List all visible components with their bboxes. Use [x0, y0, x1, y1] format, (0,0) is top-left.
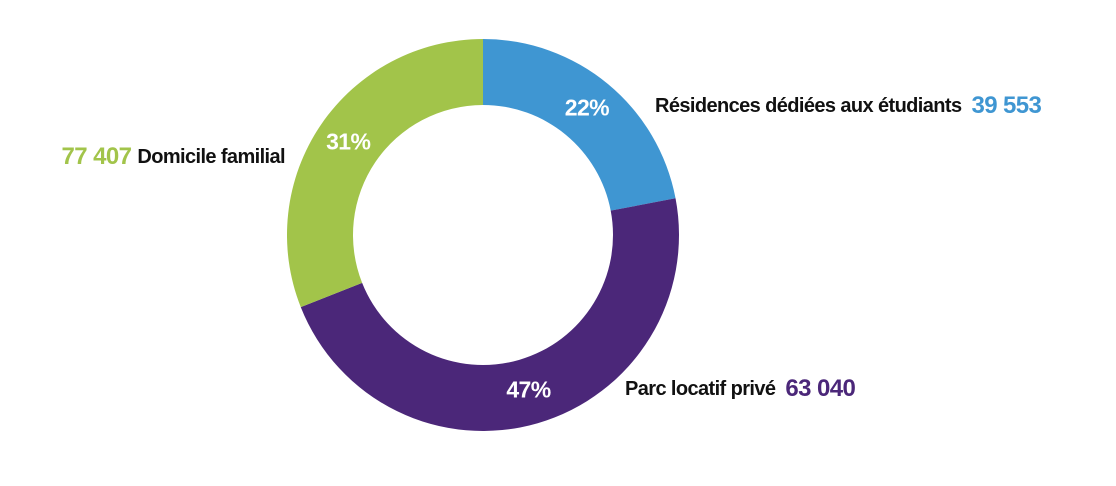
category-label: Parc locatif privé [625, 378, 776, 400]
count-label: 77 407 [62, 143, 132, 170]
slice-label: Résidences dédiées aux étudiants 39 553 [655, 92, 1042, 119]
donut-slice [300, 198, 680, 432]
percent-label: 31% [326, 128, 370, 154]
percent-label: 47% [506, 377, 550, 403]
donut-slice [287, 39, 483, 308]
category-label: Domicile familial [137, 146, 285, 168]
percent-label: 22% [565, 94, 609, 120]
count-label: 63 040 [785, 375, 855, 402]
slice-label: 77 407 Domicile familial [62, 143, 285, 170]
count-label: 39 553 [971, 92, 1041, 119]
category-label: Résidences dédiées aux étudiants [655, 95, 962, 117]
donut-slice [483, 39, 676, 211]
slice-label: Parc locatif privé 63 040 [625, 375, 855, 402]
